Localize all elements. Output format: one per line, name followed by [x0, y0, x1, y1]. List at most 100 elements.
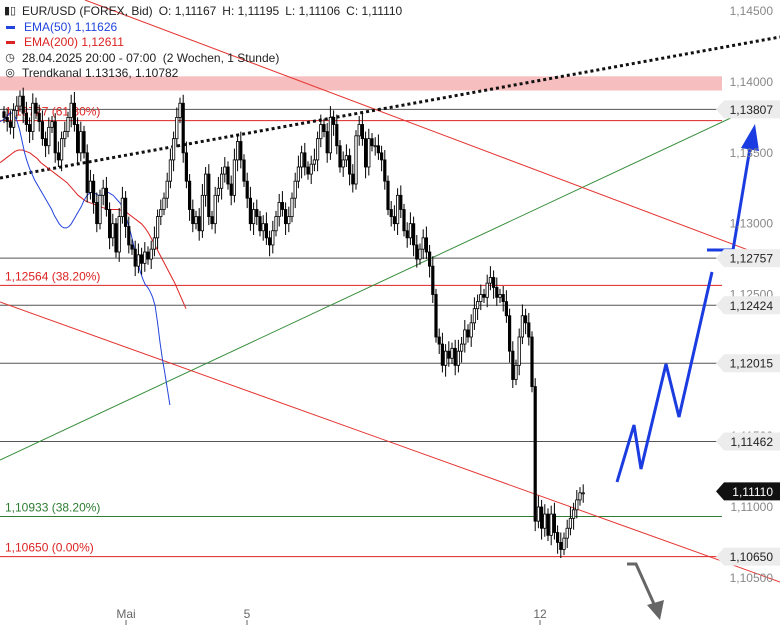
- candle: [575, 490, 579, 519]
- candle-body-down: [511, 350, 515, 380]
- candle-body-up: [66, 117, 70, 132]
- candle-body-down: [76, 124, 80, 154]
- candle: [56, 141, 61, 167]
- ema200-label: EMA(200): [24, 35, 79, 49]
- candle: [213, 186, 217, 234]
- candle: [485, 274, 489, 308]
- ema50-swatch: [6, 25, 15, 29]
- price-label-box: [716, 354, 780, 373]
- candle-body-down: [533, 386, 537, 522]
- candle: [95, 192, 99, 233]
- candle-body-down: [453, 347, 457, 366]
- price-label: 1,12015: [716, 354, 780, 373]
- candle-body-up: [155, 216, 160, 239]
- candle-body-up: [149, 248, 153, 260]
- candle: [386, 175, 390, 216]
- fib-level-label: 1,10933 (38.20%): [5, 500, 100, 514]
- candle: [392, 205, 397, 231]
- candle-body-down: [2, 111, 6, 118]
- candle: [76, 117, 80, 165]
- trend-label: Trendkanal: [22, 66, 82, 80]
- resistance-band: [0, 76, 722, 91]
- candle-body-up: [296, 166, 301, 182]
- candle: [219, 167, 224, 200]
- candle-body-down: [127, 226, 131, 246]
- candle-body-up: [312, 159, 317, 165]
- candle-body-down: [338, 145, 342, 168]
- candle-body-up: [479, 294, 483, 302]
- candle: [498, 288, 502, 303]
- candle-body-down: [82, 131, 86, 154]
- candle-body-down: [5, 117, 9, 123]
- candle-body-down: [267, 237, 272, 246]
- candle: [155, 209, 160, 250]
- candle: [267, 230, 272, 257]
- candle-body-down: [440, 343, 445, 366]
- period-range: 28.04.2025 20:00 - 07:00: [22, 50, 157, 65]
- y-axis-tick-label: 1,13000: [730, 217, 774, 231]
- candle: [434, 288, 438, 343]
- price-label-box: [716, 482, 780, 501]
- x-axis-tick-label: 12: [533, 607, 547, 621]
- candle: [347, 148, 352, 186]
- candle: [5, 108, 9, 132]
- candle-body-down: [495, 287, 499, 298]
- projection-down-arrowhead: [647, 600, 664, 620]
- candle-body-down: [556, 532, 560, 543]
- candle-body-up: [15, 105, 19, 111]
- candle: [149, 240, 153, 269]
- candle: [540, 499, 544, 540]
- candle-body-down: [207, 173, 211, 217]
- candle-body-down: [501, 294, 505, 302]
- x-axis-tick-label: 5: [244, 607, 251, 621]
- candle: [248, 186, 252, 231]
- candle-body-up: [162, 197, 166, 210]
- ema-layer: [0, 112, 187, 406]
- candle: [235, 134, 240, 172]
- candle-body-up: [475, 301, 480, 310]
- upper-channel-line: [84, 0, 780, 263]
- candle: [354, 130, 358, 190]
- candle: [104, 176, 108, 217]
- candle-body-up: [261, 223, 265, 232]
- candle-body-up: [354, 135, 358, 185]
- candle-body-down: [415, 244, 419, 260]
- candle: [296, 155, 301, 189]
- candle: [383, 150, 387, 190]
- candle: [130, 239, 134, 255]
- candle-body-up: [203, 173, 208, 196]
- y-axis-tick-label: 1,14000: [730, 75, 774, 89]
- candle-body-up: [136, 254, 140, 267]
- candle: [559, 532, 563, 558]
- candle: [187, 174, 192, 221]
- candle-body-up: [469, 322, 473, 338]
- candle: [47, 117, 51, 155]
- candle-body-up: [175, 117, 179, 140]
- lower-channel-line: [0, 301, 780, 583]
- candle-body-up: [543, 513, 547, 529]
- candle-body-up: [456, 350, 461, 366]
- candle-body-up: [572, 509, 576, 519]
- price-label-text: 1,11462: [731, 435, 774, 449]
- candle: [27, 117, 32, 143]
- price-label: 1,10650: [716, 547, 780, 566]
- candle: [271, 220, 275, 254]
- projection-up-arrow: [731, 147, 752, 251]
- candle: [277, 193, 281, 227]
- candle-body-down: [184, 152, 188, 182]
- candle: [520, 304, 525, 345]
- candle-body-down: [347, 155, 352, 175]
- candle: [82, 125, 86, 159]
- candle: [405, 222, 409, 248]
- candle: [459, 337, 464, 363]
- candle: [88, 169, 92, 200]
- candle: [108, 202, 112, 250]
- candle: [290, 192, 294, 223]
- candle-body-up: [293, 180, 297, 199]
- candle-body-up: [565, 527, 569, 539]
- candle: [127, 216, 131, 254]
- candle: [530, 331, 534, 393]
- candle-body-down: [264, 223, 269, 239]
- candle-body-up: [200, 194, 204, 232]
